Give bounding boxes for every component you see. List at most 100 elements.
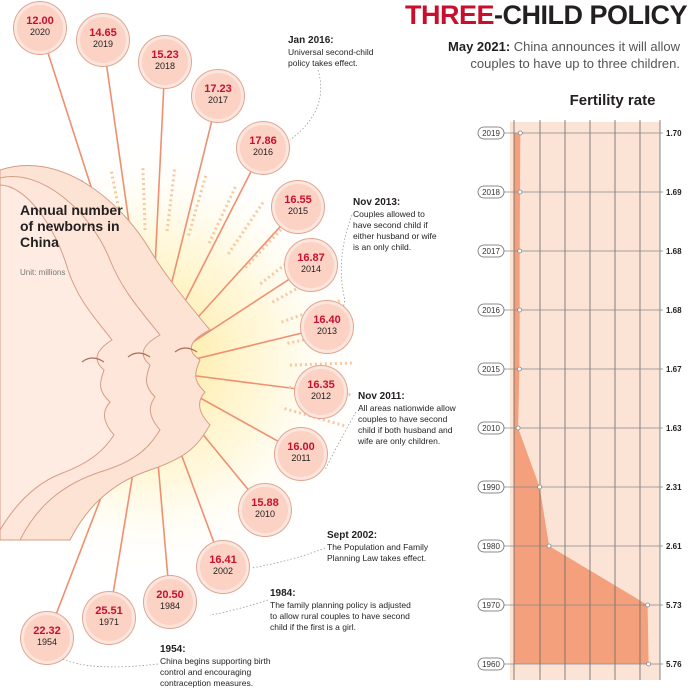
note-1984: 1984: The family planning policy is adjus… — [270, 587, 412, 633]
fertility-point — [516, 366, 522, 372]
birth-year: 2012 — [310, 391, 332, 401]
birth-bubble: 12.00 2020 — [14, 2, 66, 54]
fertility-point — [517, 130, 523, 136]
birth-value: 12.00 — [26, 15, 54, 27]
fertility-point — [546, 543, 552, 549]
leader-line — [59, 657, 159, 668]
birth-bubble: 14.65 2019 — [77, 14, 129, 66]
year-label: 1990 — [482, 483, 500, 492]
year-pill — [477, 244, 505, 258]
note-date: Nov 2013: — [353, 197, 401, 208]
year-pill — [477, 362, 505, 376]
dotted-ray — [281, 298, 344, 324]
fertility-value: 1.70 — [666, 129, 682, 138]
birth-bubble: 25.51 1971 — [83, 592, 135, 644]
birth-bubble: 15.23 2018 — [139, 36, 191, 88]
note-date: Nov 2011: — [358, 391, 405, 402]
fertility-point — [517, 248, 523, 254]
leader-line — [289, 69, 322, 141]
note-text: The Population and Family Planning Law t… — [327, 542, 429, 563]
dotted-ray — [227, 199, 266, 255]
note-text: All areas nationwide allow couples to ha… — [358, 403, 456, 446]
birth-value: 16.87 — [297, 252, 325, 264]
fertility-value: 1.67 — [666, 365, 682, 374]
leader-line — [251, 547, 326, 569]
dotted-ray — [141, 165, 147, 231]
eye-middle — [127, 352, 151, 358]
fertility-area — [514, 133, 649, 664]
fertility-value: 1.63 — [666, 424, 682, 433]
year-pill — [477, 421, 505, 435]
year-pill — [477, 185, 505, 199]
note-date: 1984: — [270, 588, 296, 599]
deck-text: China announces it will allow couples to… — [470, 39, 680, 71]
fertility-point — [645, 602, 651, 608]
birth-value: 17.23 — [204, 83, 232, 95]
birth-value: 22.32 — [33, 625, 61, 637]
deck: May 2021: China announces it will allow … — [430, 38, 680, 72]
dotted-ray — [289, 361, 355, 367]
year-pill — [477, 126, 505, 140]
birth-value: 17.86 — [249, 135, 277, 147]
birth-bubble: 16.41 2002 — [197, 541, 249, 593]
headline-red: THREE — [404, 0, 495, 30]
year-label: 1960 — [482, 660, 500, 669]
year-label: 1970 — [482, 601, 500, 610]
year-label: 2018 — [482, 188, 500, 197]
dotted-ray — [284, 407, 348, 428]
birth-value: 16.40 — [313, 314, 341, 326]
note-date: Sept 2002: — [327, 530, 378, 541]
birth-value: 15.23 — [151, 49, 179, 61]
birth-year: 2020 — [29, 27, 51, 37]
fertility-value: 2.61 — [666, 542, 682, 551]
face-front — [0, 184, 115, 531]
note-nov-2011: Nov 2011: All areas nationwide allow coup… — [358, 390, 458, 447]
year-label: 2016 — [482, 306, 500, 315]
fertility-value: 2.31 — [666, 483, 682, 492]
faces-group — [0, 165, 211, 541]
leader-line — [340, 214, 356, 321]
dotted-ray — [165, 166, 177, 232]
year-label: 2019 — [482, 129, 500, 138]
birth-year: 2015 — [287, 206, 309, 216]
birth-value: 15.88 — [251, 497, 279, 509]
note-text: Universal second-child policy takes effe… — [288, 47, 374, 68]
fertility-point — [515, 425, 521, 431]
dotted-ray — [271, 269, 331, 304]
births-unit: Unit: millions — [20, 268, 66, 277]
dotted-ray — [187, 172, 208, 236]
birth-bubble: 16.35 2012 — [295, 366, 347, 418]
birth-year: 2013 — [316, 326, 338, 336]
birth-value: 14.65 — [89, 27, 117, 39]
year-pill — [477, 657, 505, 671]
dotted-ray — [244, 219, 291, 269]
birth-bubble: 15.88 2010 — [239, 484, 291, 536]
year-label: 2015 — [482, 365, 500, 374]
headline-dark: -CHILD POLICY — [494, 0, 688, 30]
deck-date: May 2021: — [448, 39, 511, 54]
birth-value: 20.50 — [156, 589, 184, 601]
dotted-ray — [287, 329, 352, 345]
note-text: China begins supporting birth control an… — [160, 656, 271, 688]
eye-back — [174, 347, 198, 353]
fertility-value: 1.69 — [666, 188, 682, 197]
birth-bubble: 16.00 2011 — [275, 428, 327, 480]
note-1954: 1954: China begins supporting birth contr… — [160, 643, 278, 689]
leader-line — [324, 411, 357, 471]
year-label: 1980 — [482, 542, 500, 551]
birth-bubble: 16.40 2013 — [301, 301, 353, 353]
dotted-ray — [207, 183, 238, 244]
birth-value: 16.35 — [307, 379, 335, 391]
leader-line — [209, 599, 269, 616]
year-pill — [477, 303, 505, 317]
fertility-chart: 2019 1.70 2018 1.69 2017 1.68 2016 1.68 2015 1.67… — [477, 120, 682, 680]
birth-year: 1984 — [159, 601, 181, 611]
birth-year: 2010 — [254, 509, 276, 519]
dotted-ray — [259, 242, 313, 285]
note-date: Jan 2016: — [288, 35, 334, 46]
birth-year: 2018 — [154, 61, 176, 71]
birth-value: 16.41 — [209, 554, 237, 566]
birth-value: 16.00 — [287, 441, 315, 453]
